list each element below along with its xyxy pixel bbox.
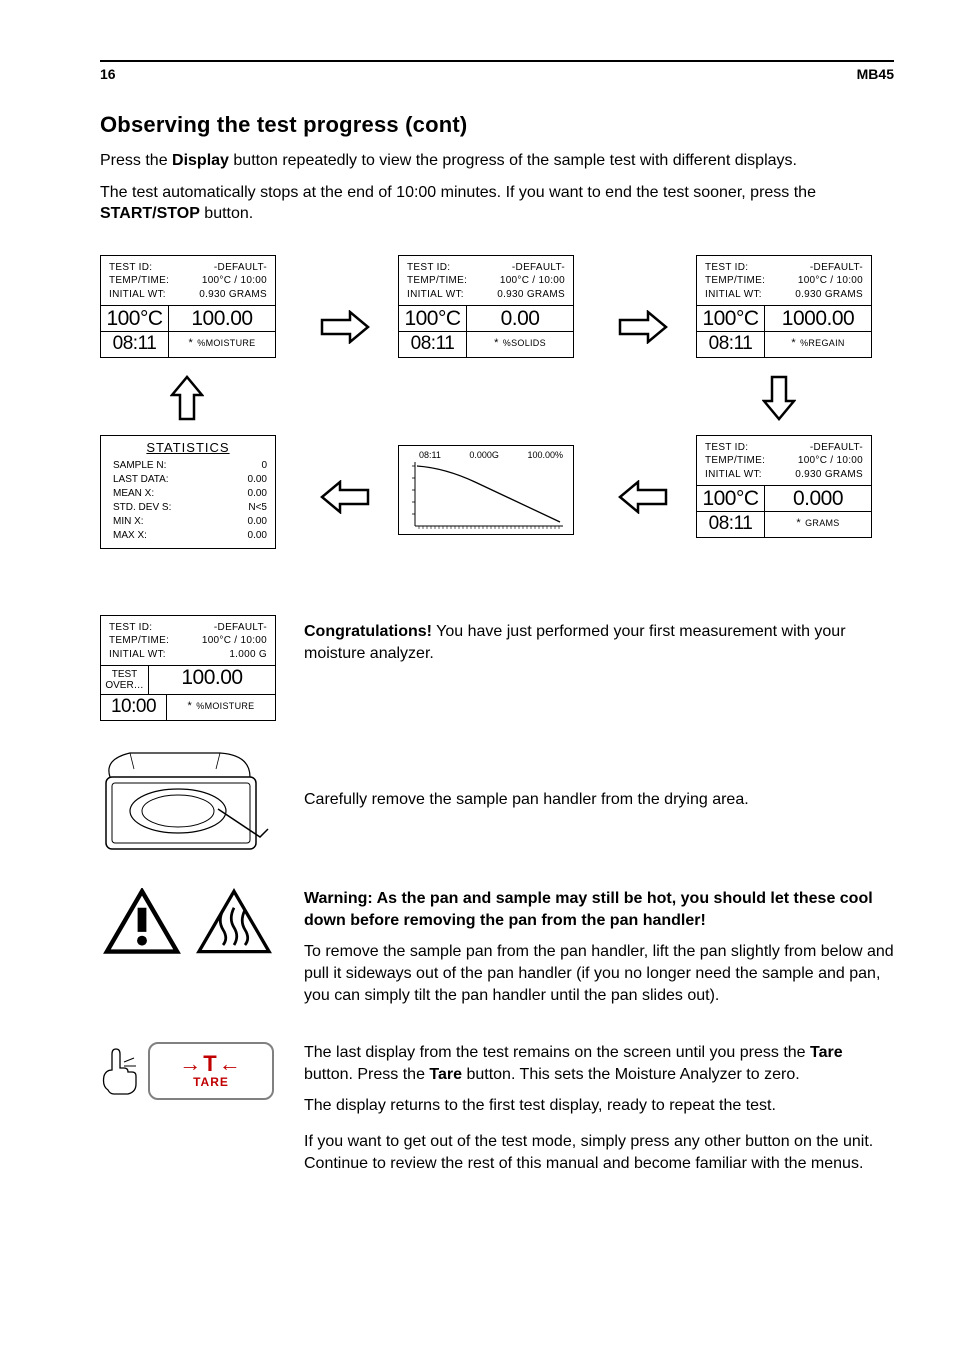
warning-triangle-icon xyxy=(103,888,181,956)
final-paragraph: If you want to get out of the test mode,… xyxy=(304,1131,894,1174)
press-hand-icon xyxy=(100,1046,142,1096)
warning-title: Warning: As the pan and sample may still… xyxy=(304,888,894,931)
warning-icons xyxy=(100,888,276,956)
page-header: 16 MB45 xyxy=(100,66,894,82)
congrats-paragraph: Congratulations! You have just performed… xyxy=(304,621,894,664)
page-number: 16 xyxy=(100,66,116,82)
arrow-left-icon xyxy=(618,480,668,514)
section-title: Observing the test progress (cont) xyxy=(100,112,894,138)
arrow-right-icon xyxy=(618,310,668,344)
lcd-moisture: TEST ID:-DEFAULT- TEMP/TIME:100°C / 10:0… xyxy=(100,255,276,359)
lcd-test-over: TEST ID:-DEFAULT- TEMP/TIME:100°C / 10:0… xyxy=(100,615,276,722)
lcd-graph: 08:11 0.000G 100.00% xyxy=(398,445,574,535)
analyzer-illustration xyxy=(100,747,276,862)
arrow-right-icon xyxy=(320,310,370,344)
header-rule xyxy=(100,60,894,62)
arrow-up-icon xyxy=(170,375,204,421)
intro-paragraph-1: Press the Display button repeatedly to v… xyxy=(100,150,894,172)
arrow-down-icon xyxy=(762,375,796,421)
lcd-regain: TEST ID:-DEFAULT- TEMP/TIME:100°C / 10:0… xyxy=(696,255,872,359)
arrow-left-icon xyxy=(320,480,370,514)
display-cycle-diagram: TEST ID:-DEFAULT- TEMP/TIME:100°C / 10:0… xyxy=(100,255,894,565)
hot-surface-icon xyxy=(195,888,273,956)
lcd-statistics: STATISTICS SAMPLE N:0 LAST DATA:0.00 MEA… xyxy=(100,435,276,549)
lcd-grams: TEST ID:-DEFAULT- TEMP/TIME:100°C / 10:0… xyxy=(696,435,872,539)
lcd-solids: TEST ID:-DEFAULT- TEMP/TIME:100°C / 10:0… xyxy=(398,255,574,359)
doc-code: MB45 xyxy=(857,66,894,82)
intro-paragraph-2: The test automatically stops at the end … xyxy=(100,182,894,225)
warning-body: To remove the sample pan from the pan ha… xyxy=(304,941,894,1006)
tare-button[interactable]: →T← TARE xyxy=(148,1042,274,1100)
remove-pan-paragraph: Carefully remove the sample pan handler … xyxy=(304,789,894,811)
tare-paragraph-2: The display returns to the first test di… xyxy=(304,1095,894,1117)
tare-paragraph-1: The last display from the test remains o… xyxy=(304,1042,894,1085)
